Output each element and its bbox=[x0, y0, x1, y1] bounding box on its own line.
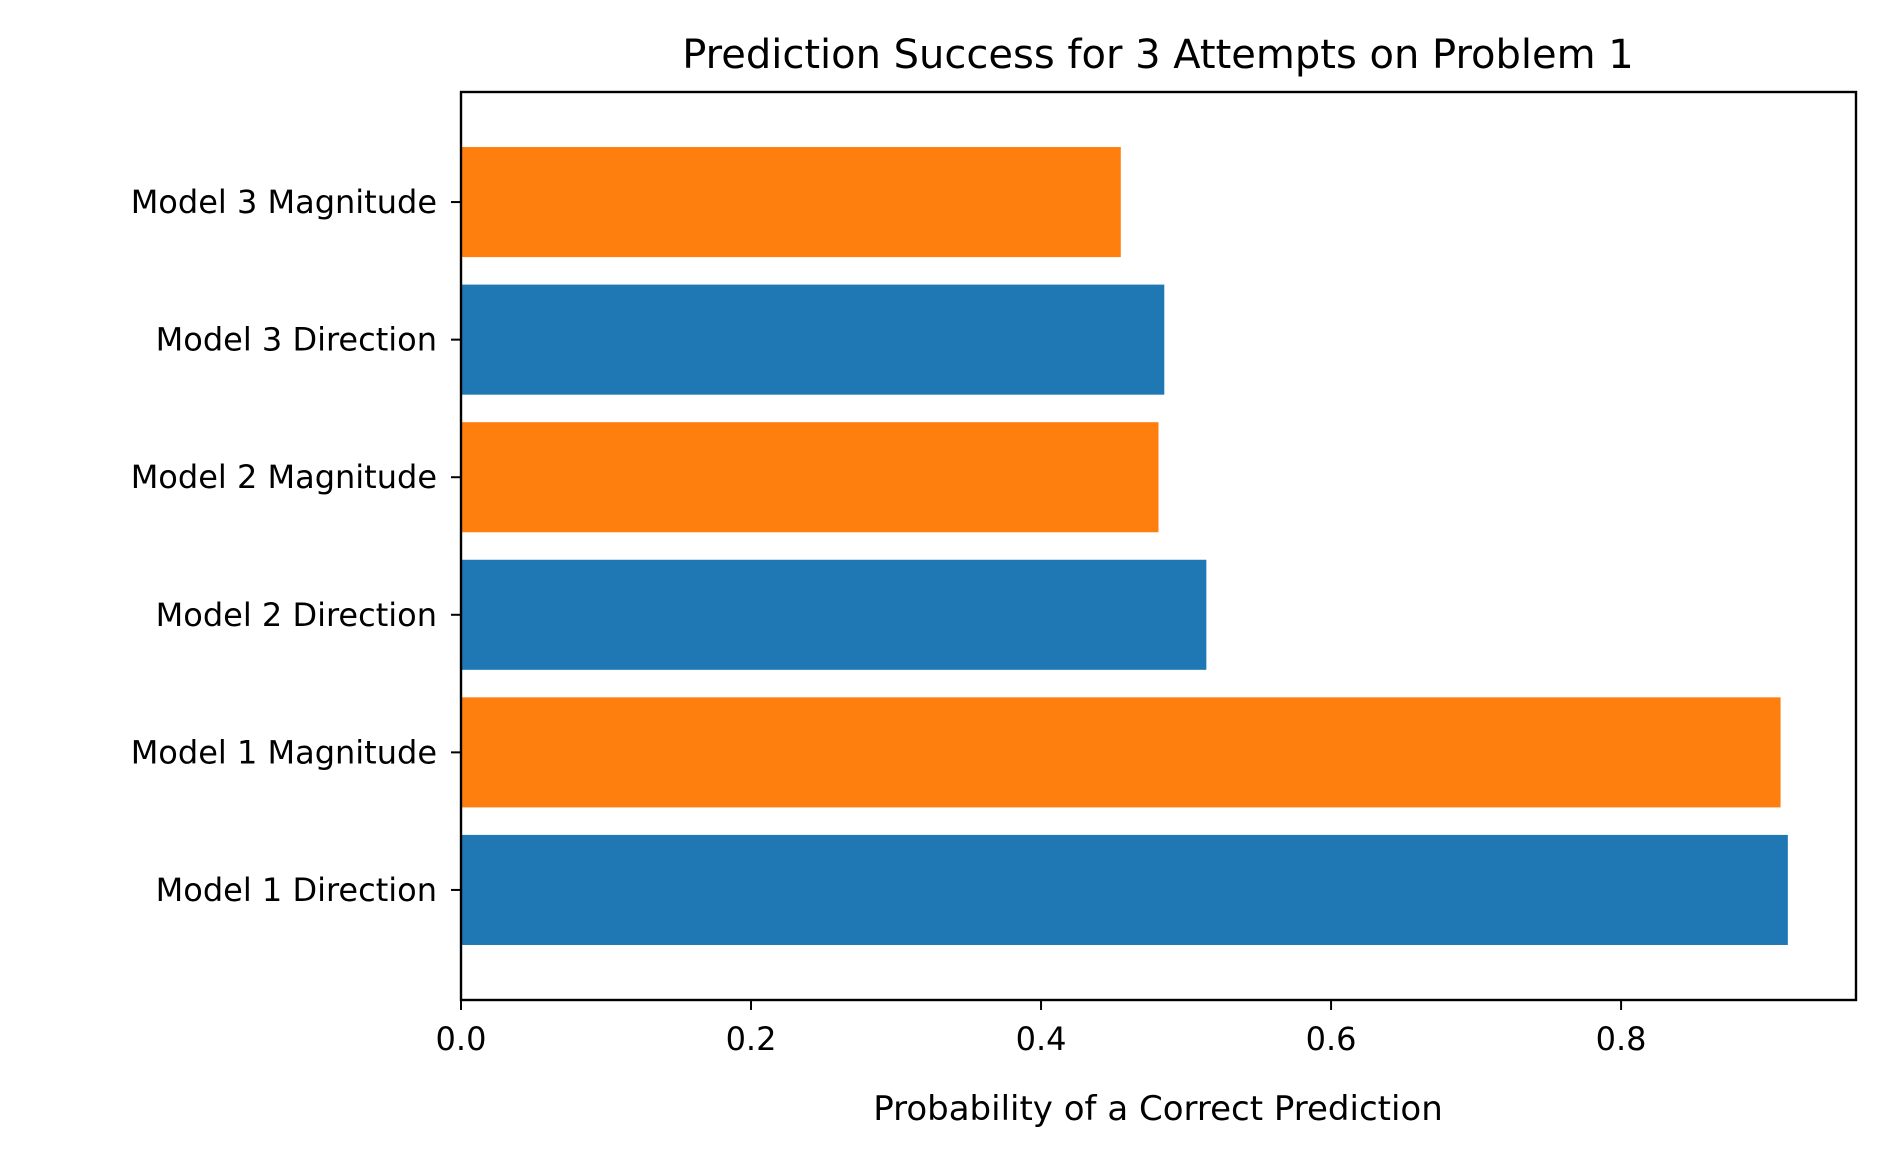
y-tick-label-model-3-magnitude: Model 3 Magnitude bbox=[131, 183, 437, 221]
y-tick-label-model-2-magnitude: Model 2 Magnitude bbox=[131, 458, 437, 496]
bar-model-3-direction bbox=[461, 284, 1165, 395]
bars-group bbox=[461, 147, 1788, 945]
y-tick-label-model-1-magnitude: Model 1 Magnitude bbox=[131, 733, 437, 771]
bar-model-2-magnitude bbox=[461, 422, 1159, 533]
x-tick-label-0: 0.0 bbox=[436, 1020, 487, 1058]
x-axis-label: Probability of a Correct Prediction bbox=[873, 1089, 1443, 1129]
bar-model-1-direction bbox=[461, 834, 1788, 945]
x-tick-label-1: 0.2 bbox=[726, 1020, 777, 1058]
chart-title: Prediction Success for 3 Attempts on Pro… bbox=[682, 32, 1634, 78]
bar-model-2-direction bbox=[461, 559, 1207, 670]
plot-frame bbox=[459, 90, 1858, 1002]
x-tick-label-4: 0.8 bbox=[1596, 1020, 1647, 1058]
bar-model-1-magnitude bbox=[461, 697, 1781, 808]
x-tick-label-2: 0.4 bbox=[1016, 1020, 1067, 1058]
y-tick-label-model-2-direction: Model 2 Direction bbox=[156, 596, 437, 634]
x-axis: 0.0 0.2 0.4 0.6 0.8 bbox=[436, 1000, 1647, 1058]
y-axis: Model 1 Direction Model 1 Magnitude Model … bbox=[131, 183, 461, 909]
y-tick-label-model-3-direction: Model 3 Direction bbox=[156, 321, 437, 359]
bar-model-3-magnitude bbox=[461, 147, 1121, 258]
y-tick-label-model-1-direction: Model 1 Direction bbox=[156, 871, 437, 909]
x-tick-label-3: 0.6 bbox=[1306, 1020, 1357, 1058]
